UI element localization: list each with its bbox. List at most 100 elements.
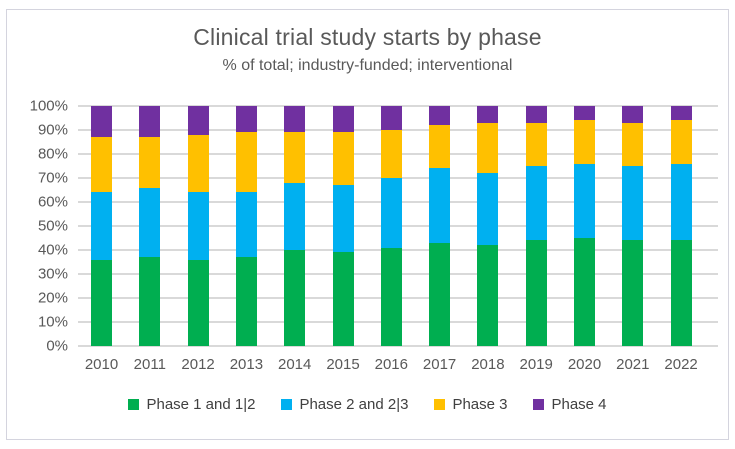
x-axis-tick-label: 2011 — [133, 356, 166, 373]
legend-label: Phase 4 — [551, 396, 607, 413]
bar-segment-2014 — [284, 250, 306, 346]
bar-segment-2021 — [622, 106, 644, 123]
bar-segment-2015 — [332, 132, 354, 186]
y-axis-tick-label: 100% — [29, 97, 68, 115]
x-axis-tick-label: 2022 — [664, 356, 698, 373]
x-axis-tick-label: 2016 — [374, 356, 408, 373]
bar-segment-2015 — [332, 106, 354, 133]
legend-swatch-icon — [533, 399, 545, 410]
bar-2017 — [429, 106, 451, 346]
x-axis-tick-label: 2019 — [519, 356, 553, 373]
bar-segment-2011 — [139, 187, 161, 258]
bar-segment-2020 — [574, 163, 595, 238]
bar-segment-2011 — [139, 137, 161, 188]
bar-segment-2013 — [235, 257, 257, 346]
bar-segment-2021 — [622, 240, 644, 346]
legend-item: Phase 1 and 1|2 — [128, 396, 255, 413]
bar-segment-2018 — [477, 173, 499, 246]
bar-2010 — [91, 106, 112, 346]
legend-item: Phase 2 and 2|3 — [281, 396, 408, 413]
bar-segment-2019 — [525, 166, 547, 241]
chart-frame — [6, 9, 729, 440]
legend: Phase 1 and 1|2 Phase 2 and 2|3 Phase 3 Pha… — [0, 396, 735, 413]
legend-label: Phase 3 — [452, 396, 508, 413]
bar-segment-2018 — [477, 122, 499, 174]
bar-segment-2020 — [574, 238, 595, 346]
bar-segment-2017 — [429, 125, 451, 169]
bar-segment-2014 — [284, 132, 306, 183]
bar-2016 — [380, 106, 402, 346]
bar-2013 — [235, 106, 257, 346]
bar-segment-2012 — [187, 259, 209, 346]
y-axis-tick-label: 60% — [37, 193, 68, 211]
bar-segment-2018 — [477, 245, 499, 346]
bar-segment-2017 — [429, 106, 451, 126]
bar-segment-2022 — [670, 163, 692, 241]
bar-2020 — [574, 106, 595, 346]
bar-segment-2010 — [91, 259, 112, 346]
plot-area — [78, 105, 718, 347]
y-axis-tick-label: 20% — [37, 289, 68, 307]
legend-item: Phase 3 — [434, 396, 507, 413]
bar-segment-2019 — [525, 240, 547, 346]
legend-item: Phase 4 — [533, 396, 607, 413]
bar-segment-2012 — [187, 106, 209, 135]
bar-segment-2011 — [139, 106, 161, 138]
bar-segment-2020 — [574, 120, 595, 164]
y-axis-tick-label: 30% — [37, 265, 68, 283]
bar-2018 — [477, 106, 499, 346]
bar-2011 — [139, 106, 161, 346]
bar-segment-2019 — [525, 122, 547, 167]
bar-2021 — [622, 106, 644, 346]
legend-swatch-icon — [128, 399, 140, 410]
bar-segment-2015 — [332, 252, 354, 346]
y-axis-tick-label: 40% — [37, 241, 68, 259]
legend-label: Phase 1 and 1|2 — [146, 396, 256, 413]
gridline — [78, 105, 718, 107]
bar-segment-2017 — [429, 242, 451, 346]
gridline — [78, 345, 718, 347]
y-axis-tick-label: 70% — [37, 169, 68, 187]
x-axis-tick-label: 2013 — [229, 356, 264, 373]
bar-segment-2013 — [235, 192, 257, 258]
bar-2012 — [187, 106, 209, 346]
x-axis-tick-label: 2018 — [471, 356, 505, 373]
bar-segment-2021 — [622, 166, 644, 241]
x-axis-tick-label: 2020 — [567, 356, 602, 373]
y-axis-tick-label: 0% — [46, 337, 68, 355]
x-axis: 2010 2011 2012 2013 2014 2015 2016 2017 2018 2019… — [78, 356, 718, 376]
bar-segment-2012 — [187, 134, 209, 193]
bar-segment-2016 — [380, 178, 402, 248]
bar-segment-2015 — [332, 185, 354, 253]
bar-2014 — [284, 106, 306, 346]
bar-segment-2010 — [91, 106, 112, 138]
legend-swatch-icon — [281, 399, 293, 410]
bar-segment-2017 — [429, 168, 451, 243]
bar-2022 — [670, 106, 692, 346]
bar-2019 — [525, 106, 547, 346]
x-axis-tick-label: 2014 — [278, 356, 312, 373]
bar-segment-2022 — [670, 106, 692, 121]
bar-segment-2014 — [284, 182, 306, 250]
bar-segment-2021 — [622, 122, 644, 167]
bar-segment-2016 — [380, 247, 402, 346]
y-axis-tick-label: 50% — [37, 217, 68, 235]
bar-segment-2012 — [187, 192, 209, 260]
bar-segment-2022 — [670, 120, 692, 164]
x-axis-tick-label: 2015 — [326, 356, 360, 373]
bar-segment-2022 — [670, 240, 692, 346]
bar-segment-2010 — [91, 137, 112, 193]
y-axis-tick-label: 10% — [37, 313, 68, 331]
bar-segment-2013 — [235, 106, 257, 133]
legend-label: Phase 2 and 2|3 — [299, 396, 409, 413]
x-axis-tick-label: 2012 — [181, 356, 215, 373]
bar-segment-2016 — [380, 106, 402, 131]
bar-segment-2016 — [380, 130, 402, 179]
bar-segment-2019 — [525, 106, 547, 123]
x-axis-tick-label: 2010 — [84, 356, 119, 373]
x-axis-tick-label: 2017 — [422, 356, 457, 373]
bar-segment-2010 — [91, 192, 112, 260]
y-axis: 0% 10% 20% 30% 40% 50% 60% 70% 80% 90% 100% — [0, 98, 70, 355]
chart-subtitle: % of total; industry-funded; interventio… — [222, 57, 513, 74]
legend-swatch-icon — [434, 399, 446, 410]
